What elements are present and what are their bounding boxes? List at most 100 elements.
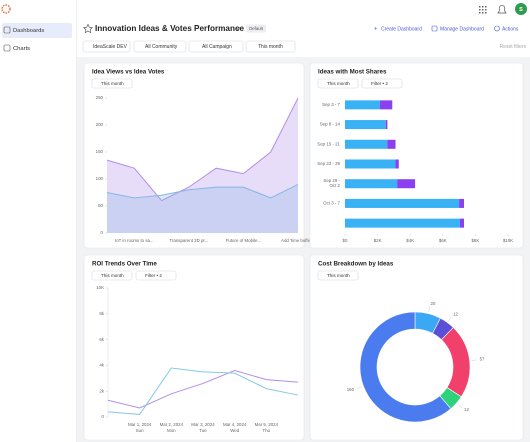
y-tick-label: 250 xyxy=(96,95,104,100)
dashboard-title: Innovation Ideas & Votes Performance Hub xyxy=(95,24,262,33)
bar xyxy=(345,120,386,130)
action[interactable]: Create Dashboard xyxy=(381,26,422,32)
y-tick-label: 2k xyxy=(99,388,104,393)
bar xyxy=(380,100,393,110)
nav-item[interactable]: Dashboards xyxy=(13,28,44,34)
bar xyxy=(345,179,398,189)
y-tick-label: Sep 15 - 21 xyxy=(317,141,340,146)
slice-label: 160 xyxy=(347,387,355,392)
leader-line xyxy=(448,316,452,321)
nav-item[interactable]: Charts xyxy=(13,46,30,52)
nav-icon xyxy=(3,26,11,34)
x-tick-sublabel: Wed xyxy=(230,428,240,433)
y-tick-label: Sep 23 - 29 xyxy=(317,161,340,166)
chevron[interactable] xyxy=(235,27,241,30)
x-tick-label: $6K xyxy=(439,238,447,243)
bar xyxy=(397,179,416,189)
chip[interactable] xyxy=(91,78,133,89)
x-tick-label: Add 'time buffer... xyxy=(281,238,315,243)
leader-line xyxy=(356,386,362,389)
filter-text[interactable]: All Community xyxy=(145,44,178,50)
x-tick-label: $8K xyxy=(471,238,479,243)
chart-title: Cost Breakdown by Ideas xyxy=(318,261,394,268)
chip-text[interactable]: This month xyxy=(327,81,350,86)
y-tick-label: Oct 3 - 7 xyxy=(323,201,340,206)
x-tick-sublabel: Tue xyxy=(199,428,207,433)
avatar[interactable] xyxy=(515,3,527,15)
y-tick-label: 6k xyxy=(99,337,104,342)
y-tick-label: 8k xyxy=(99,311,104,316)
filter-text[interactable]: All Campaign xyxy=(202,44,232,50)
chip[interactable] xyxy=(317,78,359,89)
bar xyxy=(345,198,460,208)
filter-text[interactable]: This month xyxy=(258,44,283,50)
leader-line xyxy=(457,404,462,408)
x-tick-label: Mar 2, 2024 xyxy=(160,422,184,427)
bar xyxy=(345,100,381,110)
card xyxy=(309,254,524,441)
x-tick-label: Transparent 3D pr... xyxy=(169,238,208,243)
filter-chip[interactable] xyxy=(188,40,244,53)
chip-text[interactable]: Filter • 2 xyxy=(371,81,388,86)
card xyxy=(83,254,305,441)
plus: + xyxy=(374,27,378,33)
action[interactable]: Actions xyxy=(502,26,519,32)
bar xyxy=(385,120,388,130)
filter-chip[interactable] xyxy=(133,40,187,53)
nav-active[interactable] xyxy=(2,23,72,38)
star-icon[interactable] xyxy=(83,23,93,34)
action[interactable]: Manage Dashboard xyxy=(440,26,484,32)
x-tick-label: $2K xyxy=(374,238,382,243)
bell-icon[interactable] xyxy=(497,5,507,14)
x-tick-label: $0 xyxy=(343,238,348,243)
slice xyxy=(359,311,452,423)
bar xyxy=(345,139,388,149)
line xyxy=(106,183,299,199)
area xyxy=(107,184,298,233)
x-tick-label: $10K xyxy=(503,238,513,243)
y-tick-label: 0 xyxy=(102,414,105,419)
chip[interactable] xyxy=(91,270,133,281)
bar xyxy=(459,198,464,208)
y-tick-label: 4k xyxy=(99,363,104,368)
filter-text[interactable]: IdeaScale DEV xyxy=(93,44,128,50)
filter-chip[interactable] xyxy=(245,40,296,53)
y-tick-label: 150 xyxy=(96,149,104,154)
chip-text[interactable]: This month xyxy=(327,273,350,278)
badge-text: Default xyxy=(249,26,263,31)
x-tick-label: Future of Mobile... xyxy=(226,238,261,243)
reset-filters[interactable]: Reset filters xyxy=(500,44,527,50)
nav-icon xyxy=(3,44,11,52)
filter-chip[interactable] xyxy=(82,40,131,53)
label-line: Oct 2 xyxy=(330,183,341,188)
slice-label: 20 xyxy=(430,301,435,306)
leader-line xyxy=(428,306,430,312)
chip[interactable] xyxy=(361,78,403,89)
slice-label: 12 xyxy=(453,311,458,316)
y-tick-label: 100 xyxy=(96,176,104,181)
x-tick-label: $4K xyxy=(406,238,414,243)
x-tick-label: Mar 4, 2024 xyxy=(223,422,247,427)
chip[interactable] xyxy=(135,270,177,281)
x-tick-label: Mar 5, 2024 xyxy=(255,422,279,427)
y-tick-label: 10K xyxy=(96,285,104,290)
card xyxy=(83,62,305,249)
y-tick-label: Sep 29 -Oct 2 xyxy=(323,178,340,188)
chip[interactable] xyxy=(317,270,359,281)
grid-icon[interactable] xyxy=(479,6,487,14)
y-tick-label: 0 xyxy=(101,230,104,235)
chart-title: Idea Views vs Idea Votes xyxy=(92,69,165,76)
logo xyxy=(1,4,11,14)
bar xyxy=(395,159,399,169)
chip-text[interactable]: This month xyxy=(101,273,124,278)
x-tick-label: IoT in rooms to sa... xyxy=(115,238,154,243)
chart-title: Ideas with Most Shares xyxy=(318,69,387,76)
x-tick-label: Mar 3, 2024 xyxy=(191,422,215,427)
chip-text[interactable]: Filter • 2 xyxy=(145,273,162,278)
y-tick-label: Sep 8 - 14 xyxy=(320,122,341,127)
x-tick-label: Mar 1, 2024 xyxy=(128,422,152,427)
y-tick-label: 50 xyxy=(98,203,103,208)
x-tick-sublabel: Thu xyxy=(263,428,271,433)
chip-text[interactable]: This month xyxy=(101,81,124,86)
